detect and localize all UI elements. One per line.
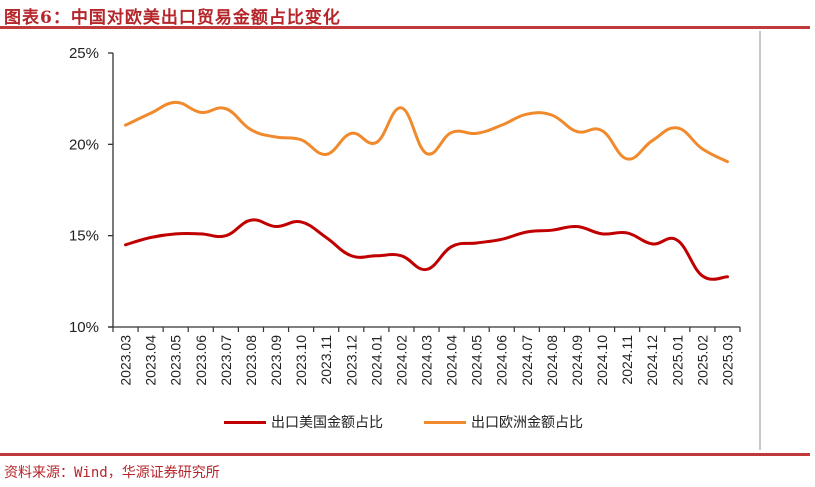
x-tick-label: 2025.02 <box>694 335 710 386</box>
y-tick-label: 20% <box>69 136 99 153</box>
legend-swatch-us <box>224 420 266 424</box>
x-tick-label: 2024.09 <box>569 335 585 386</box>
y-tick-label: 15% <box>69 228 99 245</box>
legend-label-us: 出口美国金额占比 <box>271 415 383 431</box>
chart-series <box>124 100 729 281</box>
chart-frame-right-border <box>759 31 761 450</box>
y-tick-label: 25% <box>69 45 99 62</box>
legend-item-eu: 出口欧洲金额占比 <box>424 412 583 432</box>
x-tick-label: 2024.10 <box>594 335 610 386</box>
x-tick-label: 2024.12 <box>644 335 660 386</box>
series-line-eu <box>124 100 729 164</box>
x-tick-label: 2023.05 <box>168 335 184 386</box>
x-tick-label: 2024.07 <box>519 335 535 386</box>
legend-swatch-eu <box>424 420 466 424</box>
x-tick-label: 2023.03 <box>118 335 134 386</box>
x-tick-label: 2023.10 <box>293 335 309 386</box>
x-tick-label: 2024.08 <box>544 335 560 386</box>
x-tick-label: 2024.03 <box>419 335 435 386</box>
x-tick-label: 2025.03 <box>719 335 735 386</box>
x-tick-label: 2023.07 <box>218 335 234 386</box>
x-tick-label: 2024.11 <box>619 335 635 385</box>
x-tick-label: 2024.04 <box>444 335 460 386</box>
bottom-divider <box>0 453 810 456</box>
legend-label-eu: 出口欧洲金额占比 <box>471 415 583 431</box>
series-line-us <box>124 218 729 281</box>
chart-axes: 10% 15% 20% 25% 2023.03 2023.04 2023.05 2023.06… <box>69 45 741 386</box>
chart-legend: 出口美国金额占比 出口欧洲金额占比 <box>0 412 815 432</box>
x-tick-label: 2023.11 <box>318 335 334 385</box>
x-tick-label: 2023.08 <box>243 335 259 386</box>
x-tick-label: 2023.12 <box>343 335 359 386</box>
top-divider <box>0 26 810 29</box>
x-tick-label: 2024.01 <box>368 335 384 386</box>
x-tick-label: 2023.06 <box>193 335 209 386</box>
x-tick-label: 2024.06 <box>494 335 510 386</box>
legend-item-us: 出口美国金额占比 <box>224 412 383 432</box>
x-tick-label: 2025.01 <box>669 335 685 386</box>
y-tick-label: 10% <box>69 319 99 336</box>
chart-title: 图表6：中国对欧美出口贸易金额占比变化 <box>4 8 341 28</box>
x-tick-label: 2024.02 <box>393 335 409 386</box>
x-tick-label: 2023.04 <box>143 335 159 386</box>
x-tick-label: 2023.09 <box>268 335 284 386</box>
x-tick-label: 2024.05 <box>469 335 485 386</box>
source-note: 资料来源：Wind，华源证券研究所 <box>4 465 220 481</box>
